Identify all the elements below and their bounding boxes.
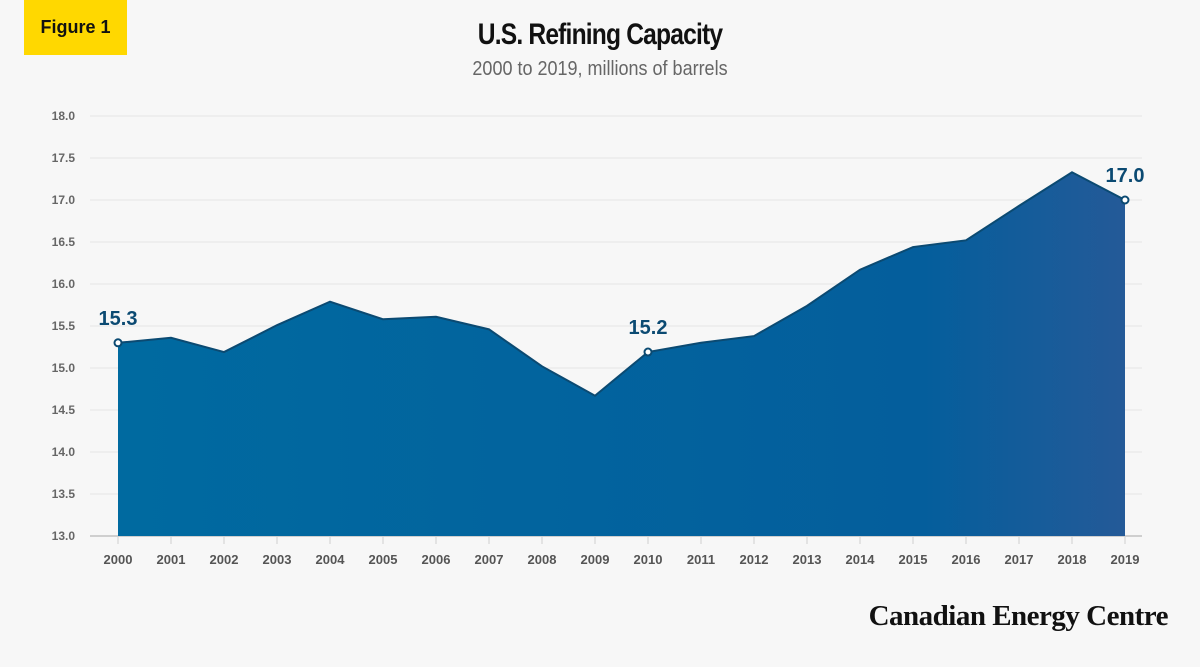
x-tick-label: 2004 xyxy=(316,552,346,567)
y-tick-label: 14.5 xyxy=(52,403,76,417)
y-tick-label: 13.5 xyxy=(52,487,76,501)
x-tick-label: 2000 xyxy=(104,552,133,567)
data-label: 17.0 xyxy=(1106,165,1145,187)
y-tick-label: 15.0 xyxy=(52,361,76,375)
data-point-marker xyxy=(1120,195,1130,205)
y-tick-label: 17.5 xyxy=(52,151,76,165)
x-tick-label: 2001 xyxy=(157,552,186,567)
figure-badge: Figure 1 xyxy=(24,0,127,55)
y-tick-label: 16.5 xyxy=(52,235,76,249)
x-tick-label: 2014 xyxy=(846,552,876,567)
x-tick-label: 2017 xyxy=(1005,552,1034,567)
x-tick-label: 2005 xyxy=(369,552,398,567)
y-tick-label: 13.0 xyxy=(52,529,76,543)
x-tick-label: 2006 xyxy=(422,552,451,567)
x-tick-label: 2018 xyxy=(1058,552,1087,567)
data-label: 15.2 xyxy=(629,317,668,339)
chart-title: U.S. Refining Capacity xyxy=(477,18,723,51)
brand-logo-text: Canadian Energy Centre xyxy=(868,600,1169,632)
y-tick-label: 17.0 xyxy=(52,193,76,207)
x-tick-label: 2010 xyxy=(634,552,663,567)
x-tick-label: 2011 xyxy=(687,552,715,567)
x-tick-label: 2012 xyxy=(740,552,769,567)
series-line xyxy=(117,171,1126,397)
y-tick-label: 16.0 xyxy=(52,277,76,291)
x-tick-label: 2002 xyxy=(210,552,239,567)
x-tick-label: 2019 xyxy=(1111,552,1140,567)
x-tick-label: 2009 xyxy=(581,552,610,567)
x-tick-label: 2007 xyxy=(475,552,504,567)
data-point-marker xyxy=(643,347,653,357)
y-tick-label: 14.0 xyxy=(52,445,76,459)
x-tick-label: 2016 xyxy=(952,552,981,567)
x-tick-label: 2015 xyxy=(899,552,928,567)
y-tick-label: 15.5 xyxy=(52,319,76,333)
chart-subtitle: 2000 to 2019, millions of barrels xyxy=(472,58,728,80)
x-tick-label: 2003 xyxy=(263,552,292,567)
data-label: 15.3 xyxy=(99,308,138,330)
data-point-marker xyxy=(113,338,123,348)
x-tick-label: 2008 xyxy=(528,552,557,567)
y-tick-label: 18.0 xyxy=(52,109,76,123)
x-tick-label: 2013 xyxy=(793,552,822,567)
area-fill xyxy=(118,172,1125,536)
